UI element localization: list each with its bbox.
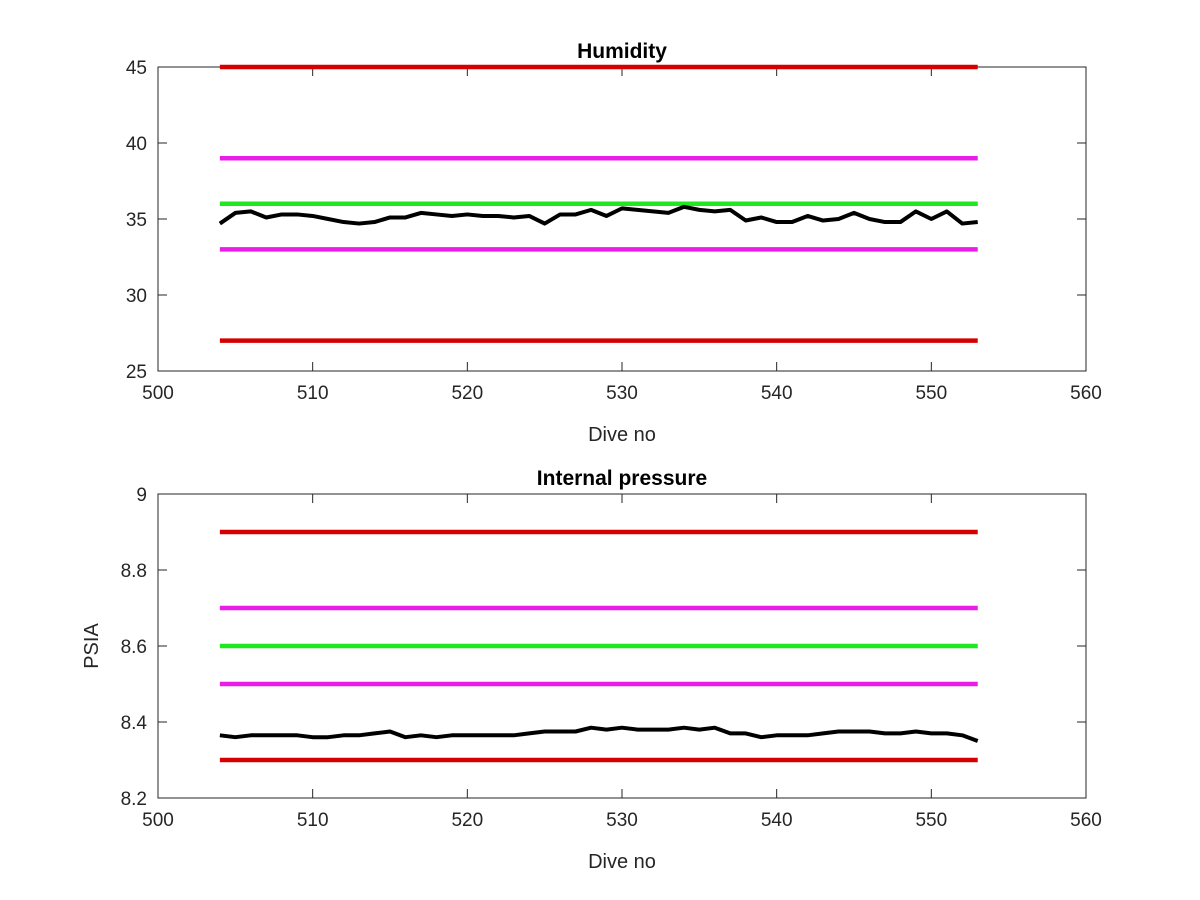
y-tick-label: 8.8 (121, 561, 147, 582)
x-tick-label: 510 (297, 810, 329, 831)
plot-area-frame (157, 66, 1087, 372)
data-series-line (218, 204, 978, 226)
chart-title: Humidity (577, 40, 667, 63)
y-tick-label: 30 (126, 286, 147, 307)
y-tick-label: 35 (126, 210, 147, 231)
x-tick-label: 520 (451, 383, 483, 404)
chart-title: Internal pressure (537, 467, 707, 490)
x-tick-label: 500 (142, 810, 174, 831)
data-series-line (219, 725, 979, 743)
x-tick-label: 520 (451, 810, 483, 831)
subplot-1: 500 510 520 530 540 550 560 25 30 35 40 45 Humidity D… (126, 40, 1102, 446)
x-tick-label: 500 (142, 383, 174, 404)
x-tick-label: 560 (1070, 810, 1102, 831)
y-tick-label: 8.6 (121, 637, 147, 658)
y-tick-label: 9 (136, 485, 147, 506)
y-tick-label: 25 (126, 362, 147, 383)
y-tick-label: 8.4 (121, 713, 148, 734)
y-tick-label: 45 (126, 58, 147, 79)
x-tick-label: 510 (297, 383, 329, 404)
y-tick-label: 40 (126, 134, 147, 155)
y-axis-label: PSIA (81, 623, 103, 669)
x-axis-label: Dive no (588, 851, 656, 873)
x-tick-label: 540 (761, 383, 793, 404)
x-tick-label: 560 (1070, 383, 1102, 404)
x-tick-label: 550 (915, 383, 947, 404)
subplot-2: 500 510 520 530 540 550 560 8.2 8.4 8.6 8.8 9 Intern… (81, 467, 1102, 873)
y-tick-label: 8.2 (121, 789, 147, 810)
x-axis-label: Dive no (588, 424, 656, 446)
x-tick-label: 530 (606, 810, 638, 831)
x-tick-label: 550 (915, 810, 947, 831)
x-tick-label: 540 (761, 810, 793, 831)
x-tick-label: 530 (606, 383, 638, 404)
